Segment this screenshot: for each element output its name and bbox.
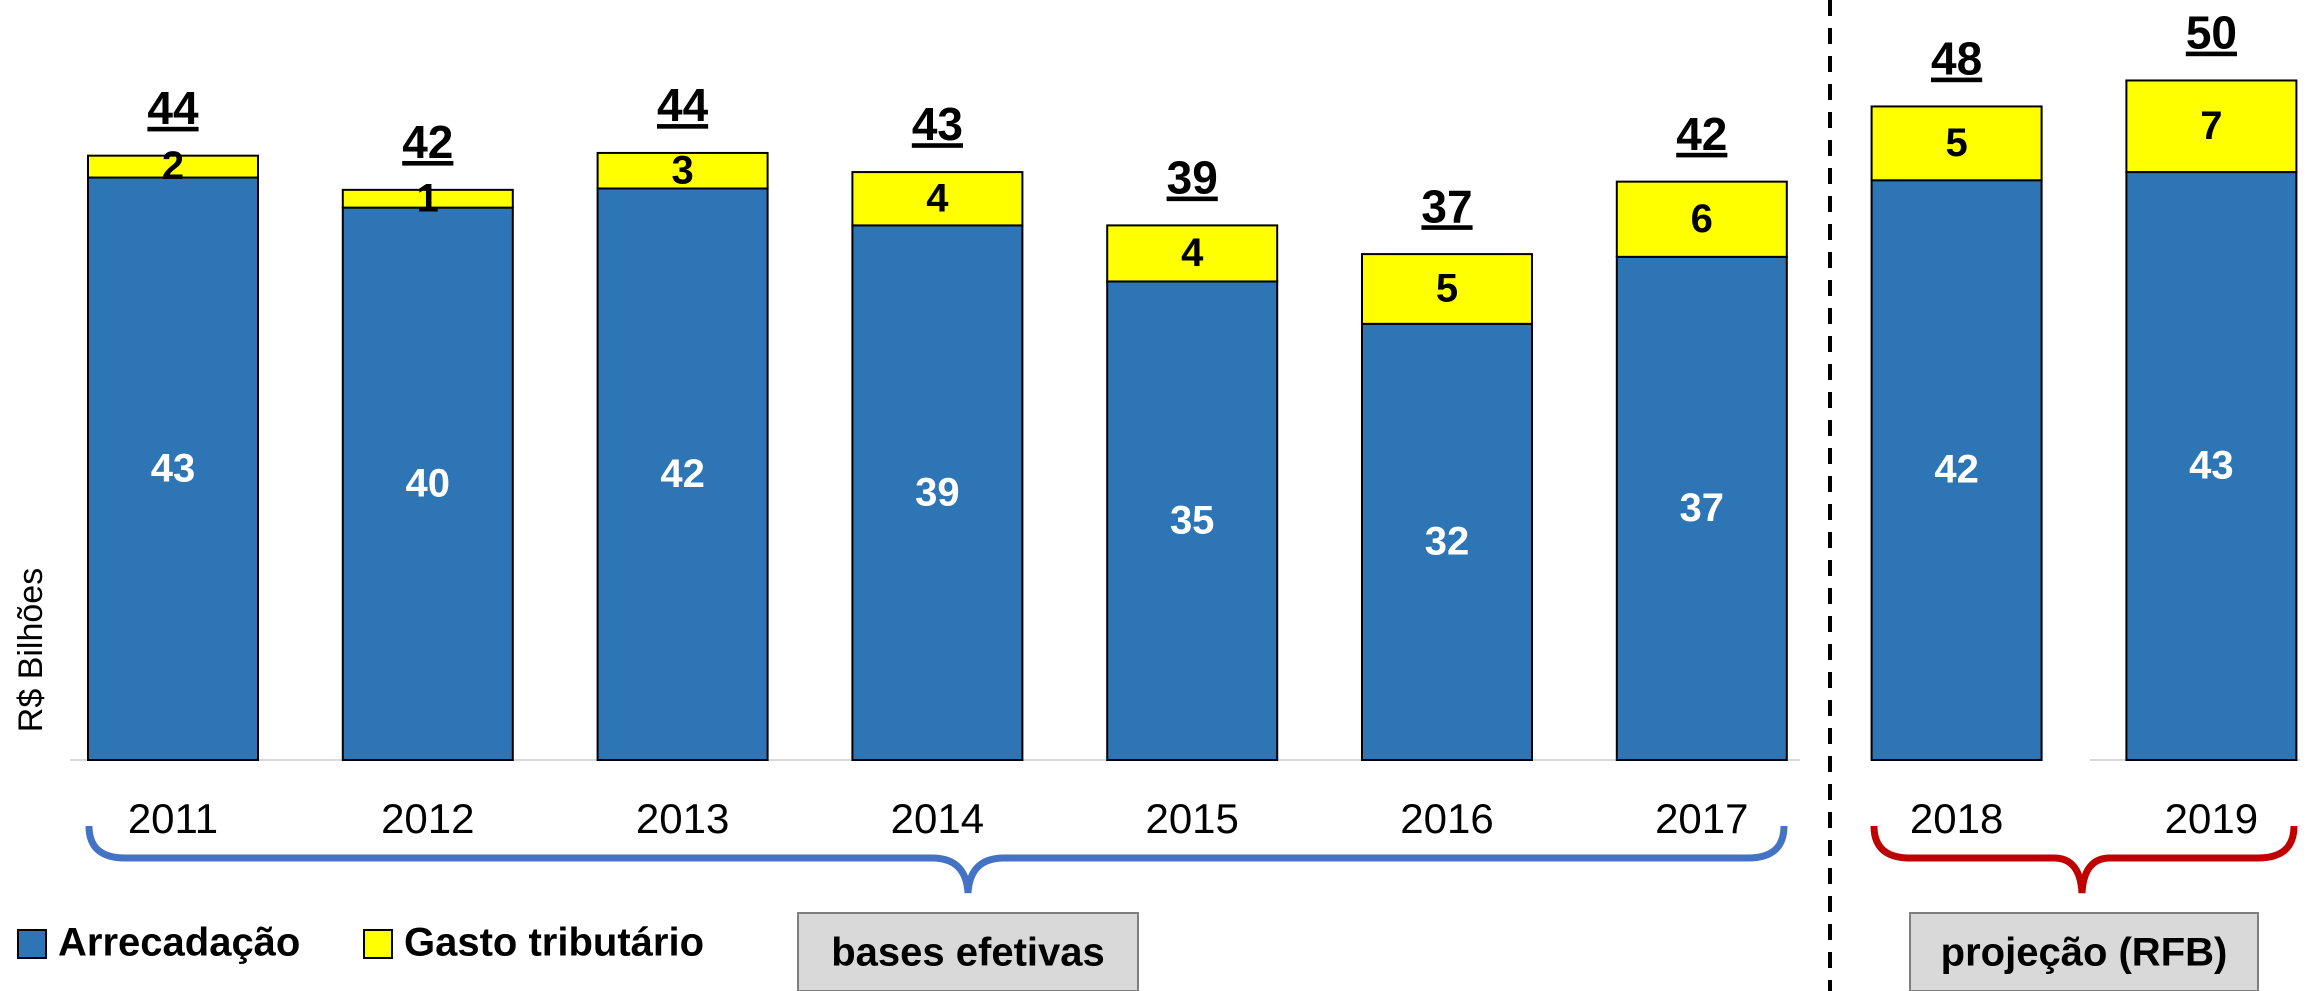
total-label: 37 (1421, 180, 1472, 232)
value-label: 32 (1425, 519, 1470, 563)
bar-segment (1361, 253, 1533, 325)
bar-segment (87, 176, 259, 762)
value-label: 43 (2189, 444, 2234, 488)
total-label: 42 (402, 116, 453, 168)
bar-segment (851, 224, 1024, 761)
value-label: 42 (1934, 448, 1979, 492)
value-label: 5 (1945, 121, 1967, 165)
value-label: 4 (926, 176, 949, 220)
group-label: bases efetivas (831, 931, 1105, 975)
x-tick-label: 2018 (1910, 795, 2003, 842)
value-label: 6 (1691, 197, 1713, 241)
bar-segment (1615, 180, 1788, 258)
x-tick-label: 2016 (1400, 795, 1493, 842)
bar-segment (341, 206, 514, 761)
bar-segment (87, 154, 259, 179)
bar-segment (2125, 79, 2298, 174)
value-label: 39 (915, 470, 960, 514)
legend-swatch (17, 929, 47, 959)
legend-swatch (363, 929, 393, 959)
x-tick-label: 2019 (2165, 795, 2258, 842)
bar-segment (341, 188, 514, 209)
value-label: 1 (417, 176, 439, 220)
bar-segment (851, 171, 1024, 227)
value-label: 4 (1181, 231, 1204, 275)
total-label: 44 (657, 79, 709, 131)
x-tick-label: 2017 (1655, 795, 1748, 842)
legend-label: Arrecadação (58, 921, 300, 965)
bar-segment (1615, 255, 1788, 761)
bar-segment (596, 187, 769, 762)
value-label: 35 (1170, 498, 1215, 542)
x-tick-label: 2014 (891, 795, 984, 842)
bar-segment (1106, 280, 1279, 761)
total-label: 50 (2186, 7, 2237, 59)
total-label: 43 (912, 98, 963, 150)
value-label: 3 (671, 148, 693, 192)
bracket (1870, 825, 2298, 894)
total-label: 39 (1167, 152, 1218, 204)
legend-label: Gasto tributário (404, 921, 704, 965)
x-tick-label: 2011 (128, 795, 218, 842)
value-label: 40 (406, 461, 451, 505)
x-tick-label: 2012 (381, 795, 474, 842)
bar-segment (2125, 171, 2298, 761)
value-label: 42 (660, 452, 705, 496)
bar-segment (1870, 105, 2043, 182)
value-label: 5 (1436, 267, 1458, 311)
bar-segment (1870, 179, 2043, 761)
total-label: 48 (1931, 33, 1982, 85)
value-label: 37 (1680, 486, 1725, 530)
group-box (797, 912, 1139, 991)
total-label: 44 (147, 82, 199, 134)
bar-segment (1106, 224, 1279, 283)
value-label: 43 (151, 446, 196, 490)
x-tick-label: 2015 (1145, 795, 1238, 842)
value-label: 7 (2200, 104, 2222, 148)
group-label: projeção (RFB) (1941, 931, 2228, 975)
value-label: 2 (162, 144, 184, 188)
group-box (1909, 912, 2259, 991)
bracket (85, 825, 1788, 894)
total-label: 42 (1676, 108, 1727, 160)
y-axis-label: R$ Bilhões (12, 568, 50, 732)
bar-segment (1361, 322, 1533, 761)
x-tick-label: 2013 (636, 795, 729, 842)
bar-segment (596, 151, 769, 190)
